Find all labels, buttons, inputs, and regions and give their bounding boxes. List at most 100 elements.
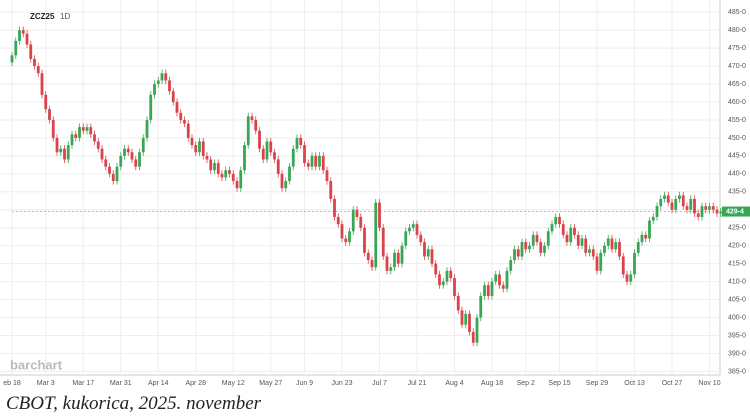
candle-body [535, 234, 539, 243]
candle-body [381, 227, 385, 257]
candle-body [404, 231, 408, 246]
candle-body [254, 119, 258, 131]
y-tick-label: 485-0 [728, 9, 746, 16]
candle-body [516, 249, 520, 257]
x-tick-label: Aug 4 [445, 380, 463, 387]
y-tick-label: 425-0 [728, 225, 746, 232]
candle-body [48, 109, 51, 120]
candle-body [33, 58, 36, 67]
candle-body [145, 119, 149, 138]
candle-body [505, 270, 509, 289]
candle-body [449, 270, 453, 279]
candle-body [329, 181, 333, 199]
candle-body [89, 127, 93, 135]
candle-body [134, 159, 138, 167]
candle-body [280, 173, 284, 189]
candle-body [14, 40, 18, 56]
candle-body [678, 195, 681, 199]
candle-body [685, 206, 689, 210]
candle-body [198, 141, 201, 153]
y-tick-label: 400-0 [728, 314, 746, 321]
candle-body [85, 127, 89, 131]
candle-body [610, 238, 614, 250]
candle-body [498, 274, 501, 286]
candle-body [543, 245, 546, 253]
x-tick-label: Apr 14 [148, 380, 169, 387]
candle-body [524, 242, 528, 250]
candle-body [434, 263, 438, 275]
candle-body [231, 173, 235, 182]
candle-body [411, 224, 415, 228]
x-tick-label: May 12 [222, 380, 245, 387]
candle-body [629, 274, 633, 282]
candle-body [216, 163, 220, 174]
candle-body [276, 159, 280, 174]
candle-body [366, 252, 370, 261]
candle-body [374, 202, 378, 268]
candle-body [141, 137, 145, 153]
candle-body [44, 94, 48, 110]
candle-body [175, 101, 179, 113]
candle-body [333, 198, 336, 217]
interval: 1D [60, 12, 70, 21]
candle-body [138, 152, 141, 167]
y-tick-label: 395-0 [728, 332, 746, 339]
candle-body [179, 112, 183, 120]
candle-body [318, 155, 321, 167]
candle-body [183, 119, 186, 124]
candle-body [663, 195, 666, 199]
watermark: barchart [10, 357, 63, 372]
candle-body [306, 163, 310, 167]
candle-body [291, 148, 295, 167]
candle-body [111, 173, 115, 182]
candle-body [104, 159, 108, 167]
candle-body [633, 252, 636, 275]
candle-body [460, 310, 464, 325]
candle-body [295, 137, 299, 149]
candle-body [580, 238, 584, 246]
candle-body [453, 278, 456, 296]
candle-body [640, 234, 644, 243]
candle-body [501, 285, 505, 289]
y-tick-label: 470-0 [728, 63, 746, 70]
y-tick-label: 415-0 [728, 260, 746, 267]
candle-body [25, 33, 29, 45]
candle-body [554, 216, 558, 225]
candle-body [430, 249, 434, 264]
candle-body [393, 252, 396, 268]
candle-body [486, 285, 490, 296]
x-tick-label: Jun 23 [331, 380, 352, 387]
candle-body [269, 141, 273, 153]
candle-body [284, 181, 288, 189]
candle-body [344, 238, 348, 243]
candle-body [36, 66, 40, 74]
candle-body [561, 224, 565, 235]
candle-body [693, 198, 696, 214]
candle-body [479, 295, 483, 318]
candle-body [464, 313, 468, 325]
candle-body [205, 155, 209, 160]
candle-body [213, 163, 216, 171]
candle-body [400, 245, 404, 264]
x-tick-label: Apr 28 [185, 380, 206, 387]
candle-body [201, 141, 205, 156]
candle-body [355, 209, 359, 217]
y-tick-label: 480-0 [728, 27, 746, 34]
chart: 385-0 390-0 395-0 400-0 405-0 410-0 415-0 420-0… [0, 0, 750, 387]
candle-body [719, 211, 723, 214]
candle-body [299, 137, 303, 146]
candle-body [74, 134, 78, 138]
candle-body [528, 245, 531, 250]
candle-body [438, 274, 441, 286]
candle-body [160, 73, 164, 81]
caption: CBOT, kukorica, 2025. november [6, 393, 262, 414]
candle-body [625, 274, 629, 282]
candle-body [29, 44, 33, 59]
candle-body [63, 148, 66, 160]
x-tick-label: Sep 15 [548, 380, 570, 387]
x-tick-label: Sep 29 [586, 380, 608, 387]
y-tick-label: 445-0 [728, 153, 746, 160]
candle-body [494, 274, 498, 282]
last-price-tag [722, 206, 750, 217]
candle-body [336, 216, 340, 225]
